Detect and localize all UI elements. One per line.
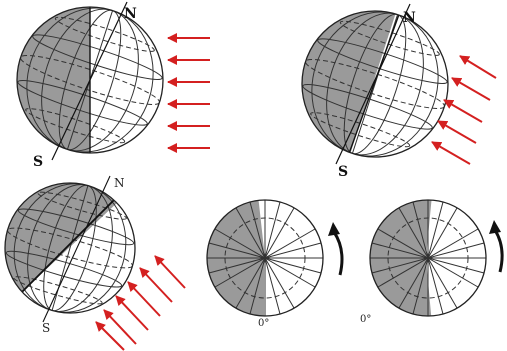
- curved-arrow-icon: [493, 229, 504, 273]
- sun-rays-2: [431, 55, 497, 165]
- north-label: N: [114, 176, 125, 190]
- arrow-left-icon: [443, 99, 483, 123]
- globe-2: N S: [301, 3, 449, 180]
- north-label: N: [403, 10, 416, 26]
- arrow-left-icon: [459, 55, 497, 79]
- arrow-left-icon: [451, 77, 491, 101]
- meridian-label: 0°: [360, 314, 371, 325]
- meridian-lines: [207, 200, 323, 316]
- globe-3: N S: [4, 175, 136, 335]
- arrow-left-icon: [154, 255, 186, 289]
- arrow-left-icon: [115, 295, 149, 331]
- arrow-left-icon: [139, 267, 173, 303]
- night-side: [302, 11, 400, 157]
- south-label: S: [338, 164, 348, 180]
- globe-1: N S: [16, 1, 164, 170]
- south-label: S: [33, 154, 43, 170]
- polar-view-2: 0°: [360, 199, 504, 325]
- night-side: [5, 183, 135, 292]
- earth-axis: [335, 3, 411, 165]
- arrow-left-icon: [127, 281, 161, 317]
- meridian-label: 0°: [258, 318, 269, 329]
- north-label: N: [124, 6, 137, 22]
- sun-rays-1: [167, 33, 210, 153]
- night-side: [370, 200, 432, 316]
- meridian-lines: [370, 200, 486, 316]
- arrow-left-icon: [431, 141, 471, 165]
- curved-arrow-icon: [332, 231, 344, 276]
- arrow-left-icon: [437, 120, 477, 144]
- polar-view-1: 0°: [206, 199, 344, 329]
- sun-rays-3: [95, 255, 186, 351]
- arrow-left-icon: [95, 321, 125, 351]
- arrow-left-icon: [103, 309, 137, 345]
- earth-axis: [42, 175, 111, 323]
- south-label: S: [42, 321, 50, 335]
- earth-axis: [51, 1, 128, 161]
